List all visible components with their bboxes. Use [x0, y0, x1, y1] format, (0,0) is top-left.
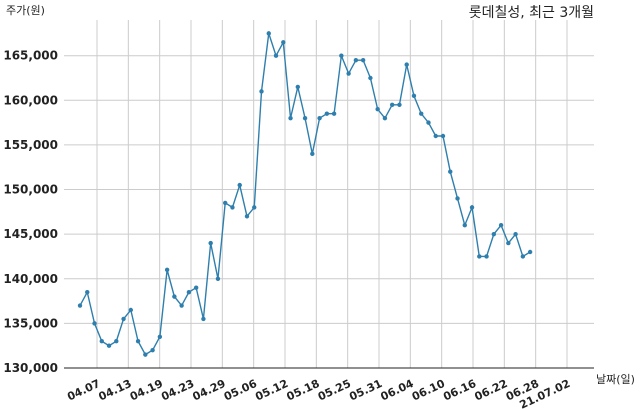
data-point [346, 71, 351, 76]
y-tick-label: 145,000 [3, 227, 58, 241]
chart-title: 롯데칠성, 최근 3개월 [469, 5, 594, 21]
data-point [324, 111, 330, 116]
x-tick-label: 04.13 [97, 377, 134, 403]
x-tick-label: 06.04 [379, 377, 416, 404]
data-point [193, 285, 199, 290]
y-tick-label: 150,000 [3, 183, 58, 197]
y-tick-label: 155,000 [3, 138, 58, 152]
y-tick-label: 140,000 [3, 272, 58, 286]
data-point [244, 214, 250, 219]
data-point [92, 321, 97, 326]
data-point [389, 102, 395, 107]
data-point [375, 107, 380, 112]
data-point [179, 303, 184, 308]
data-point [411, 93, 417, 99]
data-point [259, 89, 264, 94]
data-point [295, 84, 300, 90]
x-tick-label: 04.19 [128, 377, 165, 403]
data-point [339, 53, 344, 58]
data-point [310, 151, 315, 157]
x-tick-label: 04.29 [191, 377, 228, 403]
series [77, 31, 533, 357]
x-tick-labels: 04.0704.1304.1904.2304.2905.0605.1205.18… [65, 377, 572, 409]
data-point [223, 200, 228, 206]
data-point [440, 133, 446, 139]
data-point [150, 347, 155, 353]
series-line [79, 33, 531, 356]
data-point [317, 115, 322, 121]
x-tick-label: 05.12 [253, 377, 290, 403]
data-point [99, 339, 104, 344]
data-point [121, 316, 126, 322]
data-point [114, 339, 119, 344]
data-point [368, 75, 373, 81]
x-tick-label: 05.25 [316, 377, 353, 403]
y-tick-label: 130,000 [3, 361, 58, 375]
data-point [462, 223, 467, 228]
data-point [266, 31, 271, 36]
data-point [433, 133, 438, 139]
grid [64, 20, 594, 369]
data-point [215, 276, 221, 281]
data-point [237, 182, 242, 188]
data-point [484, 254, 489, 259]
data-point [469, 205, 475, 210]
y-tick-labels: 130,000 135,000 140,000 145,000 150,000 155,0… [3, 49, 58, 375]
x-tick-label: 06.22 [473, 377, 510, 403]
data-point [506, 240, 511, 246]
data-point [164, 267, 170, 273]
x-tick-label: 05.18 [285, 377, 322, 403]
x-tick-label: 04.07 [65, 377, 102, 403]
y-tick-label: 160,000 [3, 93, 58, 107]
y-tick-label: 135,000 [3, 316, 58, 330]
data-point [201, 316, 206, 322]
data-point [448, 169, 453, 174]
data-point [85, 289, 90, 295]
data-point [498, 223, 504, 228]
x-axis-label: 날짜(일) [596, 372, 635, 386]
data-point [77, 303, 83, 308]
data-point [520, 254, 526, 259]
data-point [186, 289, 192, 295]
y-tick-label: 165,000 [3, 49, 58, 63]
data-point [360, 57, 366, 63]
data-point [288, 115, 293, 121]
data-point [143, 352, 148, 357]
data-point [273, 53, 279, 58]
x-tick-label: 06.10 [410, 377, 447, 404]
data-point [281, 40, 286, 45]
data-point [404, 62, 409, 67]
data-point [252, 205, 257, 210]
data-point [397, 102, 402, 107]
x-tick-label: 05.06 [222, 377, 259, 404]
data-point [382, 115, 388, 121]
data-point [491, 231, 497, 237]
data-point [128, 307, 134, 313]
x-tick-label: 05.31 [347, 377, 384, 403]
data-point [426, 120, 431, 125]
data-point [455, 196, 460, 201]
data-point [208, 240, 213, 246]
data-point [419, 111, 424, 116]
x-tick-label: 04.23 [159, 377, 196, 403]
data-point [477, 254, 482, 259]
data-point [302, 115, 308, 121]
data-point [157, 334, 163, 339]
data-point [513, 231, 518, 237]
x-tick-label: 06.16 [441, 377, 478, 404]
data-point [106, 343, 112, 348]
y-axis-label: 주가(원) [6, 4, 45, 17]
data-point [135, 339, 141, 344]
data-point [353, 57, 359, 63]
data-point [172, 294, 177, 299]
data-point [230, 205, 235, 210]
data-point [527, 249, 533, 255]
data-point [331, 111, 337, 116]
